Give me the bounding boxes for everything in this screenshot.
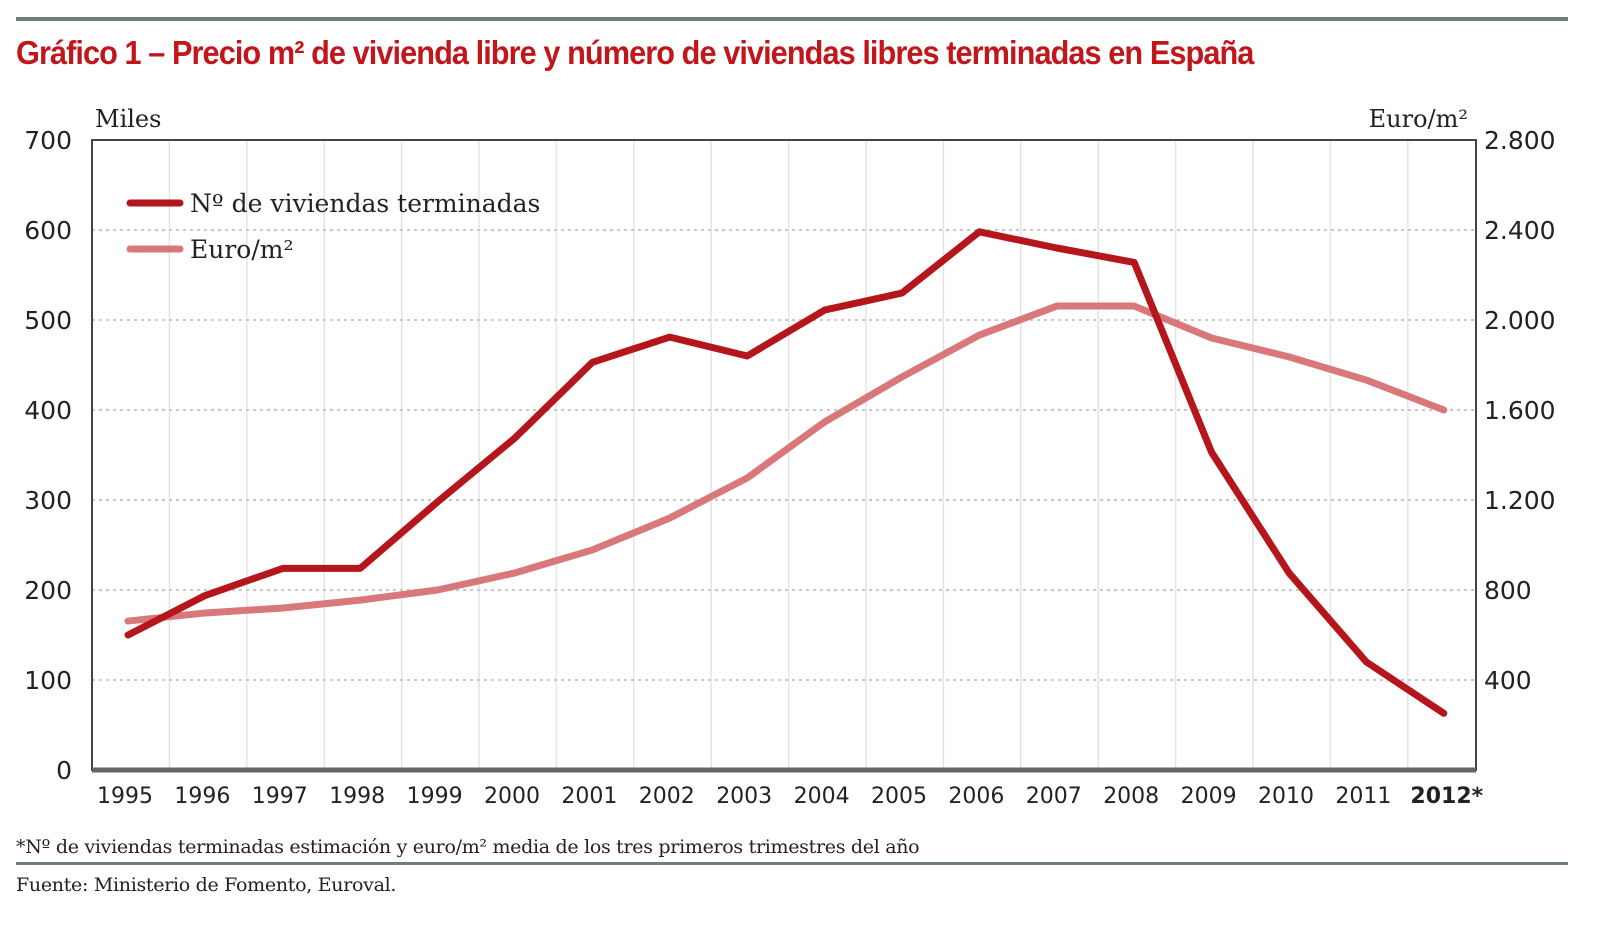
x-tick-label: 1996 <box>174 784 230 809</box>
bottom-rule <box>16 862 1568 865</box>
x-tick-label: 2010 <box>1258 784 1314 809</box>
x-tick-label: 1995 <box>97 784 153 809</box>
y-right-label: Euro/m² <box>1369 105 1468 133</box>
y-left-tick-label: 500 <box>24 306 72 335</box>
x-tick-label: 1997 <box>252 784 308 809</box>
x-tick-label: 2007 <box>1026 784 1082 809</box>
x-tick-label: 2008 <box>1103 784 1159 809</box>
legend-label: Euro/m² <box>190 235 294 264</box>
x-tick-label: 2012* <box>1410 784 1483 809</box>
x-tick-label: 1999 <box>407 784 463 809</box>
x-tick-label: 2001 <box>561 784 617 809</box>
y-right-tick-label: 2.800 <box>1484 126 1556 155</box>
y-left-tick-label: 600 <box>24 216 72 245</box>
y-right-tick-label: 2.400 <box>1484 216 1556 245</box>
series-line-0 <box>124 228 1448 717</box>
series-line-1 <box>124 302 1448 625</box>
y-left-tick-label: 300 <box>24 486 72 515</box>
x-tick-label: 2000 <box>484 784 540 809</box>
source: Fuente: Ministerio de Fomento, Euroval. <box>16 874 397 896</box>
x-tick-label: 2006 <box>948 784 1004 809</box>
top-rule <box>16 17 1568 21</box>
y-left-tick-label: 100 <box>24 666 72 695</box>
x-tick-label: 2003 <box>716 784 772 809</box>
footnote: *Nº de viviendas terminadas estimación y… <box>16 836 920 858</box>
y-left-tick-label: 400 <box>24 396 72 425</box>
y-right-tick-label: 1.600 <box>1484 396 1556 425</box>
y-right-tick-label: 1.200 <box>1484 486 1556 515</box>
x-tick-label: 2011 <box>1335 784 1391 809</box>
y-right-tick-label: 2.000 <box>1484 306 1556 335</box>
y-left-tick-label: 700 <box>24 126 72 155</box>
x-tick-label: 2005 <box>871 784 927 809</box>
x-tick-label: 1998 <box>329 784 385 809</box>
x-tick-label: 2004 <box>794 784 850 809</box>
y-left-tick-label: 200 <box>24 576 72 605</box>
y-right-tick-label: 400 <box>1484 666 1532 695</box>
x-tick-label: 2002 <box>639 784 695 809</box>
x-tick-label: 2009 <box>1181 784 1237 809</box>
y-left-tick-label: 0 <box>56 756 72 785</box>
y-right-tick-label: 800 <box>1484 576 1532 605</box>
chart-title: Gráfico 1 – Precio m² de vivienda libre … <box>16 34 1254 71</box>
y-left-label: Miles <box>95 105 161 133</box>
legend-label: Nº de viviendas terminadas <box>190 189 540 218</box>
